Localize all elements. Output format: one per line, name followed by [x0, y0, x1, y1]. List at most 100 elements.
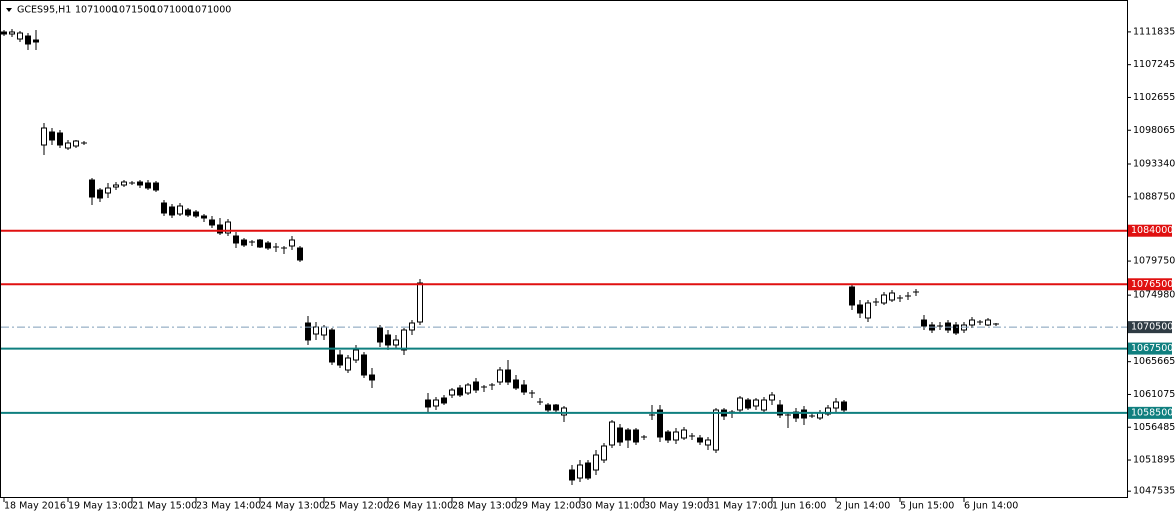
candle-body [585, 462, 591, 479]
candle-body [153, 182, 159, 191]
candle-body [193, 211, 199, 217]
y-tick-label: 1047535 [1133, 486, 1175, 497]
candle-body [593, 454, 599, 471]
candle-body [97, 189, 103, 199]
candle-body [857, 304, 863, 314]
candle-body [305, 322, 311, 341]
x-tick-label: 6 Jun 14:00 [964, 501, 1018, 512]
candle-body [9, 31, 15, 35]
candle-body [761, 399, 767, 411]
level-label-box [1128, 406, 1172, 419]
candle-body [169, 206, 175, 216]
candle-body [241, 239, 247, 246]
candle-body [697, 437, 703, 443]
y-tick-label: 1088750 [1133, 191, 1175, 202]
candle-body [881, 294, 887, 304]
candle-body [409, 322, 415, 331]
level-label-box [1128, 342, 1172, 355]
candle-body [601, 445, 607, 461]
level-label: 1067500 [1131, 343, 1173, 354]
candle-body [673, 431, 679, 441]
plot-frame [0, 0, 1128, 498]
candle-body [705, 439, 711, 446]
candle-body [265, 242, 271, 249]
candle-body [17, 32, 23, 40]
candle-body [457, 387, 463, 396]
y-tick-label: 1056485 [1133, 422, 1175, 433]
header-ohlc: 1071500 [113, 5, 155, 16]
candle-body [985, 319, 991, 326]
candle-body [345, 357, 351, 371]
level-label: 1084000 [1131, 225, 1173, 236]
y-tick-label: 1051895 [1133, 455, 1175, 466]
candle-body [297, 247, 303, 261]
candle-body [473, 381, 479, 391]
candle-body [737, 397, 743, 411]
candle-body [377, 327, 383, 343]
candle-body [425, 399, 431, 408]
level-label: 1058500 [1131, 407, 1173, 418]
x-tick-label: 30 May 19:00 [644, 501, 709, 512]
candle-body [321, 326, 327, 336]
candle-body [353, 349, 359, 361]
candle-body [209, 219, 215, 226]
candle-body [289, 239, 295, 247]
candle-body [313, 326, 319, 335]
candle-body [441, 397, 447, 404]
candle-body [89, 179, 95, 198]
level-label-box [1128, 321, 1172, 334]
candle-body [145, 182, 151, 189]
header-ohlc: 1071000 [75, 5, 117, 16]
y-tick-label: 1074980 [1133, 290, 1175, 301]
y-tick-label: 1102655 [1133, 92, 1175, 103]
candle-body [161, 202, 167, 214]
candle-body [833, 401, 839, 409]
candle-body [369, 374, 375, 381]
candle-body [945, 322, 951, 331]
candle-body [465, 384, 471, 394]
candle-body [49, 131, 55, 141]
x-tick-label: 24 May 13:00 [260, 501, 325, 512]
x-tick-label: 28 May 13:00 [452, 501, 517, 512]
y-tick-label: 1061075 [1133, 389, 1175, 400]
candle-body [33, 39, 39, 43]
candle-body [825, 407, 831, 415]
candle-body [25, 35, 31, 45]
candle-body [65, 142, 71, 149]
candle-body [449, 389, 455, 396]
y-tick-label: 1079750 [1133, 256, 1175, 267]
x-tick-label: 5 Jun 15:00 [900, 501, 954, 512]
candle-body [137, 181, 143, 186]
candle-body [513, 379, 519, 389]
candle-body [521, 384, 527, 393]
level-label: 1070500 [1131, 322, 1173, 333]
candle-body [505, 369, 511, 383]
candle-body [657, 409, 663, 438]
candle-body [801, 409, 807, 419]
header-ohlc: 1071000 [189, 5, 231, 16]
candle-body [769, 394, 775, 401]
candle-body [561, 407, 567, 416]
candle-body [73, 140, 79, 147]
candle-body [497, 369, 503, 383]
candle-body [401, 329, 407, 351]
candle-body [609, 421, 615, 446]
candle-body [777, 404, 783, 416]
x-tick-label: 29 May 12:00 [516, 501, 581, 512]
candle-body [617, 427, 623, 443]
candle-body [57, 132, 63, 146]
x-tick-label: 31 May 17:00 [708, 501, 773, 512]
candle-body [337, 354, 343, 366]
candle-body [633, 429, 639, 443]
y-tick-label: 1098065 [1133, 125, 1175, 136]
candle-body [433, 399, 439, 407]
candle-body [545, 404, 551, 411]
candle-body [41, 127, 47, 146]
candle-body [177, 205, 183, 215]
candle-body [185, 209, 191, 216]
x-tick-label: 2 Jun 14:00 [836, 501, 890, 512]
candle-body [753, 399, 759, 407]
candle-body [665, 431, 671, 441]
